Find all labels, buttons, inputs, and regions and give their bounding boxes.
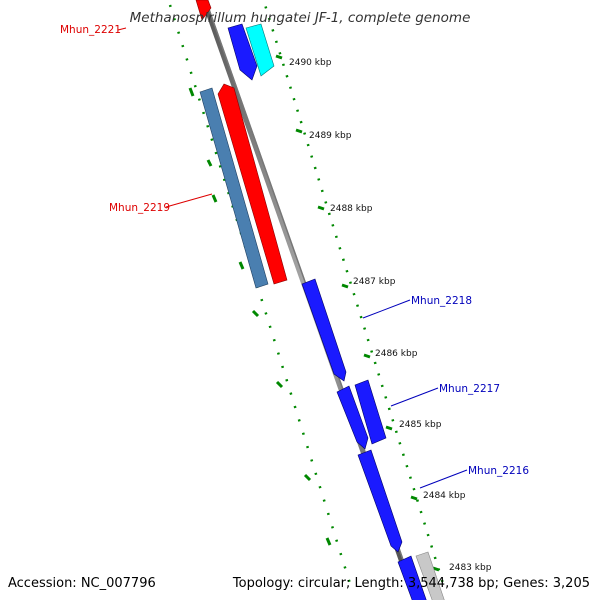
kbp-tick-label: 2485 kbp [399, 420, 442, 430]
gene-label-mhun-2216[interactable]: Mhun_2216 [468, 465, 529, 477]
kbp-tick-label: 2488 kbp [330, 204, 373, 214]
gene-label-mhun-2219[interactable]: Mhun_2219 [109, 202, 170, 214]
leader-line-mhun-2221 [117, 27, 127, 31]
gene-labels: Mhun_2221 Mhun_2219 Mhun_2218 Mhun_2217 … [60, 24, 529, 489]
kbp-tick-label: 2489 kbp [309, 131, 352, 141]
gene-arrow-mhun-2216[interactable] [357, 449, 403, 553]
gene-features [195, 0, 446, 600]
gene-label-mhun-2217[interactable]: Mhun_2217 [439, 383, 500, 395]
gene-arrow-mhun-2219[interactable] [217, 83, 288, 285]
genome-summary-text: Topology: circular; Length: 3,544,738 bp… [232, 576, 590, 591]
gene-arrow-blue-bottom[interactable] [397, 555, 428, 600]
leader-line-mhun-2218 [362, 299, 411, 319]
kbp-tick-label: 2486 kbp [375, 349, 418, 359]
map-title: Methanospirillum hungatei JF-1, complete… [130, 10, 471, 26]
gene-arrow-mhun-2218[interactable] [301, 278, 347, 382]
accession-text: Accession: NC_007796 [8, 576, 156, 591]
gene-arrow-blue-top[interactable] [227, 23, 258, 81]
other-feature-grey[interactable] [415, 551, 446, 600]
gc-dotted-lines [168, 0, 447, 591]
leader-line-mhun-2217 [390, 387, 439, 407]
leader-line-mhun-2216 [419, 469, 468, 489]
kbp-tick-label: 2490 kbp [289, 58, 332, 68]
gene-label-mhun-2221[interactable]: Mhun_2221 [60, 24, 121, 36]
inner-dotted-ring [168, 4, 354, 591]
kbp-tick-labels: 2490 kbp 2489 kbp 2488 kbp 2487 kbp 2486… [289, 58, 492, 573]
kbp-tick-label: 2484 kbp [423, 491, 466, 501]
kbp-tick-label: 2487 kbp [353, 277, 396, 287]
leader-line-mhun-2219 [165, 193, 213, 208]
gene-label-mhun-2218[interactable]: Mhun_2218 [411, 295, 472, 307]
gene-arrow-mhun-2221[interactable] [195, 0, 212, 21]
kbp-tick-label: 2483 kbp [449, 563, 492, 573]
gene-arrow-mhun-2217-b[interactable] [354, 379, 387, 445]
gene-arrow-mhun-2217-a[interactable] [336, 385, 369, 450]
rna-feature-cyan[interactable] [245, 23, 275, 77]
orf-feature-steelblue[interactable] [199, 87, 269, 289]
